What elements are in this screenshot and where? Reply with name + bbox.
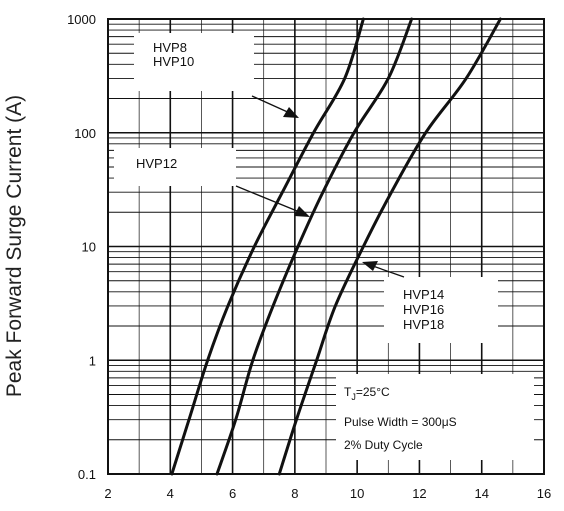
x-tick-label: 2: [104, 486, 111, 501]
x-tick-label: 8: [291, 486, 298, 501]
condition-pulse-width: Pulse Width = 300μS: [344, 415, 457, 429]
label-box-hvp12: [114, 148, 236, 186]
condition-duty-cycle: 2% Duty Cycle: [344, 438, 423, 452]
label-hvp10: HVP10: [153, 54, 194, 69]
conditions-box: [336, 374, 534, 460]
arrow-head-1: [283, 107, 299, 118]
plot-frame: [107, 18, 545, 475]
curves: [170, 17, 502, 476]
y-tick-label: 10: [82, 240, 96, 255]
x-tick-label: 4: [167, 486, 174, 501]
curve-series-3: [277, 17, 502, 476]
leader-line-3: [369, 264, 405, 278]
y-tick-label: 100: [74, 126, 96, 141]
x-tick-label: 12: [412, 486, 426, 501]
arrow-head-3: [362, 261, 378, 271]
y-tick-label: 0.1: [78, 467, 96, 482]
label-hvp8: HVP8: [153, 40, 187, 55]
x-tick-label: 10: [350, 486, 364, 501]
label-hvp12: HVP12: [136, 156, 177, 171]
leader-line-2: [235, 185, 303, 214]
arrow-head-2: [294, 206, 310, 217]
label-box-hvp8-hvp10: [134, 33, 254, 91]
condition-temperature: TJ=25°C: [344, 385, 390, 402]
x-tick-label: 6: [229, 486, 236, 501]
y-axis-label: Peak Forward Surge Current (A): [3, 95, 26, 397]
curve-series-1: [170, 17, 365, 476]
grid-minor: [108, 19, 544, 474]
label-hvp16: HVP16: [403, 302, 444, 317]
x-tick-label: 14: [474, 486, 488, 501]
label-box-hvp14-18: [384, 277, 498, 343]
x-tick-labels: 2 4 6 8 10 12 14 16: [104, 486, 551, 501]
y-tick-label: 1: [89, 353, 96, 368]
label-hvp14: HVP14: [403, 287, 444, 302]
x-tick-label: 16: [537, 486, 551, 501]
leader-line-1: [251, 95, 293, 115]
curve-series-2: [215, 17, 414, 476]
y-tick-label: 1000: [67, 12, 96, 27]
y-tick-labels: 0.1 1 10 100 1000: [67, 12, 96, 482]
leader-arrows: [235, 95, 405, 278]
label-hvp18: HVP18: [403, 317, 444, 332]
